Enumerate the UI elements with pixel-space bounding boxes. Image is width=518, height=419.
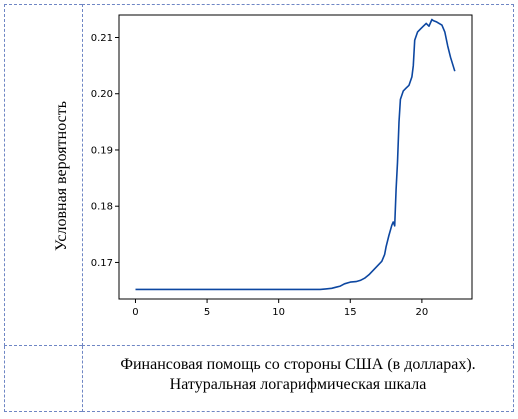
x-tick-label: 15 <box>344 307 357 318</box>
ylabel-cell <box>4 4 82 346</box>
x-axis-caption: Финансовая помощь со стороны США (в долл… <box>82 355 514 395</box>
x-axis-label: Финансовая помощь со стороны США (в долл… <box>120 356 476 373</box>
plot-cell <box>82 4 514 346</box>
line-chart: 0 5 10 15 20 0.17 0.18 0.19 0.20 0.21 <box>91 14 473 318</box>
axis-ticks: 0 5 10 15 20 0.17 0.18 0.19 0.20 0.21 <box>91 33 429 318</box>
y-tick-label: 0.18 <box>91 202 113 213</box>
y-axis-label: Условная вероятность <box>53 100 70 252</box>
series-line <box>135 18 456 291</box>
x-tick-label: 20 <box>416 307 429 318</box>
empty-cell <box>4 346 82 412</box>
caption-cell <box>82 346 514 412</box>
plot-area-frame <box>118 14 473 300</box>
y-tick-label: 0.19 <box>91 145 113 156</box>
x-tick-label: 0 <box>132 307 138 318</box>
series-layer <box>135 18 456 291</box>
y-tick-label: 0.17 <box>91 258 113 269</box>
y-tick-label: 0.20 <box>91 89 113 100</box>
y-tick-label: 0.21 <box>91 33 113 44</box>
x-tick-label: 5 <box>204 307 210 318</box>
x-axis-label-line2: Натуральная логарифмическая шкала <box>169 376 427 393</box>
x-tick-label: 10 <box>272 307 285 318</box>
